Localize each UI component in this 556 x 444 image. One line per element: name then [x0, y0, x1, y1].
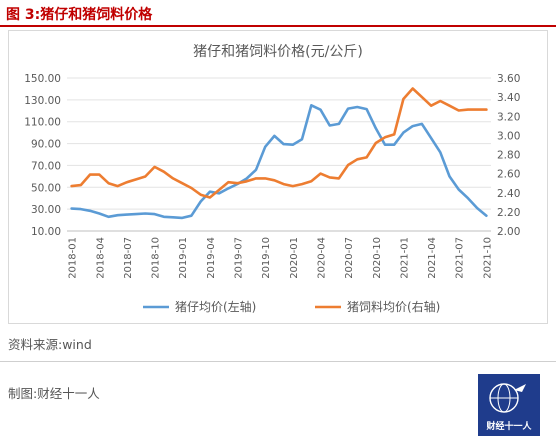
figure-title: 图 3:猪仔和猪饲料价格 [6, 7, 153, 23]
x-tick-label: 2021-10 [482, 237, 493, 279]
x-tick-label: 2019-01 [178, 237, 189, 279]
x-tick-label: 2020-01 [289, 237, 300, 279]
legend-label: 猪仔均价(左轴) [175, 299, 256, 314]
piglet-price-line [70, 104, 488, 220]
logo-text: 财经十一人 [486, 422, 532, 432]
legend: 猪仔均价(左轴) 猪饲料均价(右轴) [143, 299, 440, 314]
legend-label: 猪饲料均价(右轴) [347, 299, 440, 314]
right-tick-label: 3.40 [497, 92, 520, 104]
x-tick-label: 2020-04 [316, 237, 327, 279]
series-layer [70, 87, 488, 220]
left-tick-label: 10.00 [31, 226, 61, 238]
source-note: 资料来源:wind [8, 337, 92, 352]
credit-note: 制图:财经十一人 [8, 386, 100, 401]
x-tick-label: 2018-10 [151, 237, 162, 279]
left-tick-label: 110.00 [24, 117, 61, 129]
globe-icon [489, 383, 526, 413]
left-tick-label: 150.00 [24, 73, 61, 85]
price-chart: 猪仔和猪饲料价格(元/公斤) 10.00 30.00 50.00 70.00 90.00… [24, 44, 520, 314]
left-tick-label: 50.00 [31, 182, 61, 194]
feed-price-line [70, 87, 488, 199]
right-tick-label: 2.00 [497, 226, 520, 238]
left-axis: 10.00 30.00 50.00 70.00 90.00 110.00 130.00 150… [24, 73, 61, 238]
x-tick-label: 2021-04 [427, 237, 438, 279]
x-tick-label: 2018-04 [95, 237, 106, 279]
x-tick-label: 2018-01 [68, 237, 79, 279]
left-tick-label: 30.00 [31, 204, 61, 216]
x-tick-label: 2021-07 [455, 237, 466, 279]
divider-top [0, 361, 556, 362]
right-tick-label: 3.60 [497, 73, 520, 85]
x-tick-label: 2020-07 [344, 237, 355, 279]
left-tick-label: 70.00 [31, 160, 61, 172]
grid-lines [67, 77, 491, 232]
right-tick-label: 3.20 [497, 111, 520, 123]
right-tick-label: 2.80 [497, 150, 520, 162]
x-tick-label: 2019-07 [234, 237, 245, 279]
right-tick-label: 2.40 [497, 188, 520, 200]
title-rule [0, 25, 556, 27]
chart-title: 猪仔和猪饲料价格(元/公斤) [193, 44, 363, 60]
x-tick-label: 2019-10 [261, 237, 272, 279]
x-tick-label: 2018-07 [123, 237, 134, 279]
x-axis: 2018-01 2018-04 2018-07 2018-10 2019-01 2019-… [67, 230, 493, 279]
right-tick-label: 2.60 [497, 169, 520, 181]
right-tick-label: 3.00 [497, 130, 520, 142]
chart-frame: 猪仔和猪饲料价格(元/公斤) 10.00 30.00 50.00 70.00 90.00… [8, 30, 548, 324]
left-tick-label: 130.00 [24, 95, 61, 107]
x-tick-label: 2019-04 [206, 237, 217, 279]
logo: 财经十一人 [478, 374, 540, 436]
x-tick-label: 2020-10 [372, 237, 383, 279]
right-axis: 2.00 2.20 2.40 2.60 2.80 3.00 3.20 3.40 3.60 [497, 73, 520, 238]
left-tick-label: 90.00 [31, 139, 61, 151]
right-tick-label: 2.20 [497, 207, 520, 219]
x-tick-label: 2021-01 [399, 237, 410, 279]
